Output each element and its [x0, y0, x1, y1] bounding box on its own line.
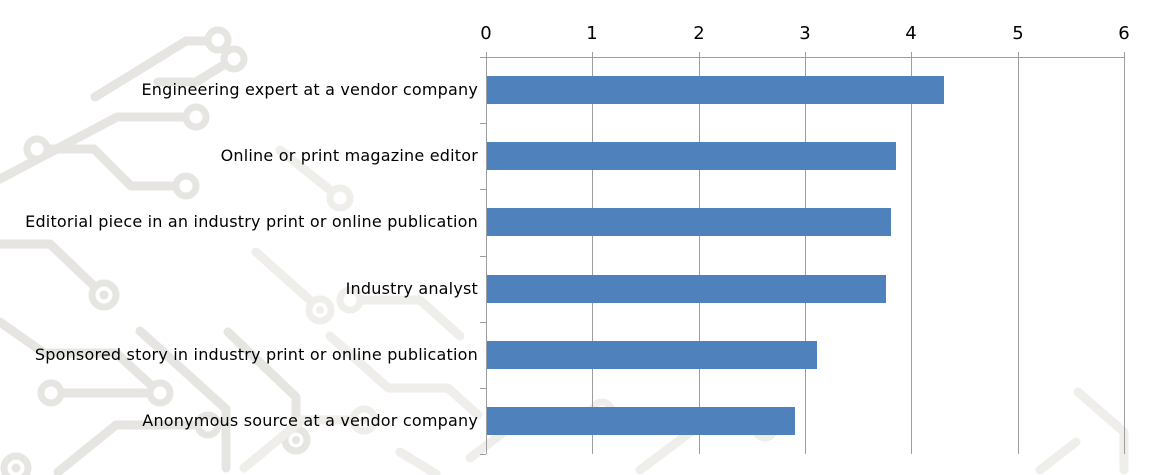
value-axis-tick-label-5: 5 — [1012, 23, 1024, 44]
value-axis-tick-3 — [805, 52, 806, 62]
category-axis-tick — [480, 57, 486, 58]
value-axis-tick-label-4: 4 — [905, 23, 917, 44]
bar-2 — [487, 142, 896, 170]
category-axis-tick — [480, 388, 486, 389]
bar-5 — [487, 341, 817, 369]
bar-6 — [487, 407, 795, 435]
gridline-5 — [1018, 57, 1019, 454]
value-axis-tick-label-2: 2 — [693, 23, 705, 44]
gridline-6 — [1124, 57, 1125, 454]
category-axis-tick — [480, 256, 486, 257]
category-axis-tick — [480, 189, 486, 190]
value-axis-tick-label-1: 1 — [586, 23, 598, 44]
value-axis-tick-4 — [911, 52, 912, 62]
gridline-3 — [805, 57, 806, 454]
category-label: Online or print magazine editor — [220, 146, 478, 165]
value-axis-tick-1 — [592, 52, 593, 62]
bar-4 — [487, 275, 886, 303]
value-axis-tick-label-0: 0 — [480, 23, 492, 44]
bar-3 — [487, 208, 891, 236]
value-axis-tick-label-3: 3 — [799, 23, 811, 44]
category-label: Engineering expert at a vendor company — [141, 80, 478, 99]
value-axis-tick-5 — [1018, 52, 1019, 62]
category-label: Anonymous source at a vendor company — [142, 411, 478, 430]
category-label: Sponsored story in industry print or onl… — [34, 345, 478, 364]
bar-1 — [487, 76, 944, 104]
gridline-0 — [486, 57, 487, 454]
value-axis-tick-0 — [486, 52, 487, 62]
gridline-1 — [592, 57, 593, 454]
category-label: Industry analyst — [345, 279, 478, 298]
category-label: Editorial piece in an industry print or … — [25, 212, 478, 231]
category-axis-tick — [480, 322, 486, 323]
gridline-2 — [699, 57, 700, 454]
value-axis-tick-label-6: 6 — [1118, 23, 1130, 44]
category-axis-tick — [480, 123, 486, 124]
value-axis-tick-6 — [1124, 52, 1125, 62]
category-axis-tick — [480, 454, 486, 455]
value-axis-tick-2 — [699, 52, 700, 62]
gridline-4 — [911, 57, 912, 454]
